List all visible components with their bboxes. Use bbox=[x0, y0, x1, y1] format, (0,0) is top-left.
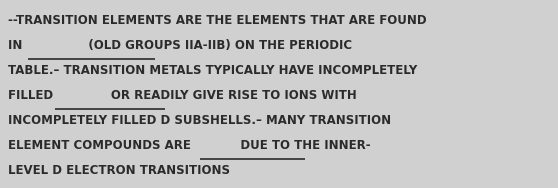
Text: INCOMPLETELY FILLED D SUBSHELLS.– MANY TRANSITION: INCOMPLETELY FILLED D SUBSHELLS.– MANY T… bbox=[8, 114, 391, 127]
Text: FILLED              OR READILY GIVE RISE TO IONS WITH: FILLED OR READILY GIVE RISE TO IONS WITH bbox=[8, 89, 357, 102]
Text: LEVEL D ELECTRON TRANSITIONS: LEVEL D ELECTRON TRANSITIONS bbox=[8, 164, 230, 177]
Text: --TRANSITION ELEMENTS ARE THE ELEMENTS THAT ARE FOUND: --TRANSITION ELEMENTS ARE THE ELEMENTS T… bbox=[8, 14, 427, 27]
Text: ELEMENT COMPOUNDS ARE            DUE TO THE INNER-: ELEMENT COMPOUNDS ARE DUE TO THE INNER- bbox=[8, 139, 371, 152]
Text: IN                (OLD GROUPS IIA-IIB) ON THE PERIODIC: IN (OLD GROUPS IIA-IIB) ON THE PERIODIC bbox=[8, 39, 352, 52]
Text: TABLE.– TRANSITION METALS TYPICALLY HAVE INCOMPLETELY: TABLE.– TRANSITION METALS TYPICALLY HAVE… bbox=[8, 64, 417, 77]
